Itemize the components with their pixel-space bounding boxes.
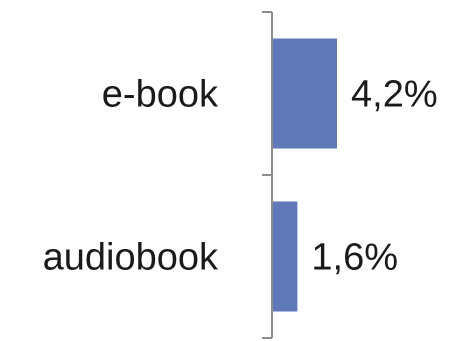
category-label-e-book: e-book: [102, 74, 219, 116]
value-label-audiobook: 1,6%: [311, 237, 398, 279]
value-label-e-book: 4,2%: [351, 74, 438, 116]
y-axis: [262, 11, 273, 339]
bar-e-book: [273, 38, 337, 149]
bars-group: [273, 38, 337, 312]
bar-audiobook: [273, 201, 298, 312]
value-labels-group: 4,2% 1,6%: [311, 74, 437, 279]
category-label-audiobook: audiobook: [43, 237, 219, 279]
category-labels-group: e-book audiobook: [43, 74, 219, 279]
